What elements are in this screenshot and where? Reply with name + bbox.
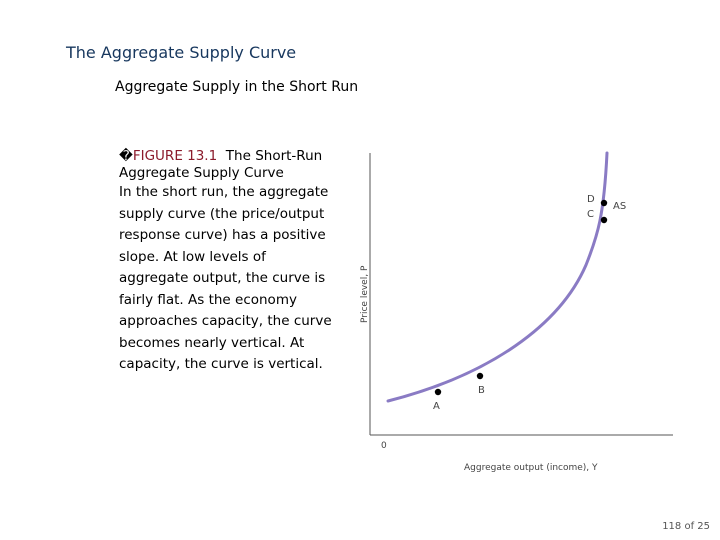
figure-title: The Short-Run Aggregate Supply Curve	[119, 148, 323, 181]
slide-title: The Aggregate Supply Curve	[66, 43, 297, 62]
x-axis-label: Aggregate output (income), Y	[464, 463, 598, 473]
point-b-label: B	[478, 385, 485, 396]
page-number: 118 of 25	[662, 521, 710, 532]
point-a-dot	[434, 388, 442, 396]
point-c-dot	[600, 216, 608, 224]
point-d-label: D	[587, 194, 595, 205]
aggregate-supply-chart: A B C D AS 0 Aggregate output (income), …	[360, 151, 673, 473]
point-b-dot	[476, 372, 484, 380]
point-d-dot	[600, 199, 608, 207]
origin-label: 0	[381, 441, 387, 451]
figure-description: In the short run, the aggregate supply c…	[119, 184, 332, 372]
as-curve	[386, 151, 609, 403]
figure-label: FIGURE 13.1	[132, 148, 218, 164]
figure-caption: �FIGURE 13.1 The Short-Run Aggregate Sup…	[119, 148, 334, 376]
figure-marker: �	[119, 148, 133, 164]
y-axis-label: Price level, P	[360, 265, 370, 323]
curve-label: AS	[613, 201, 626, 212]
point-a-label: A	[433, 401, 440, 412]
point-c-label: C	[587, 209, 594, 220]
slide-subtitle: Aggregate Supply in the Short Run	[115, 79, 359, 95]
figure-heading: �FIGURE 13.1 The Short-Run Aggregate Sup…	[119, 148, 334, 182]
